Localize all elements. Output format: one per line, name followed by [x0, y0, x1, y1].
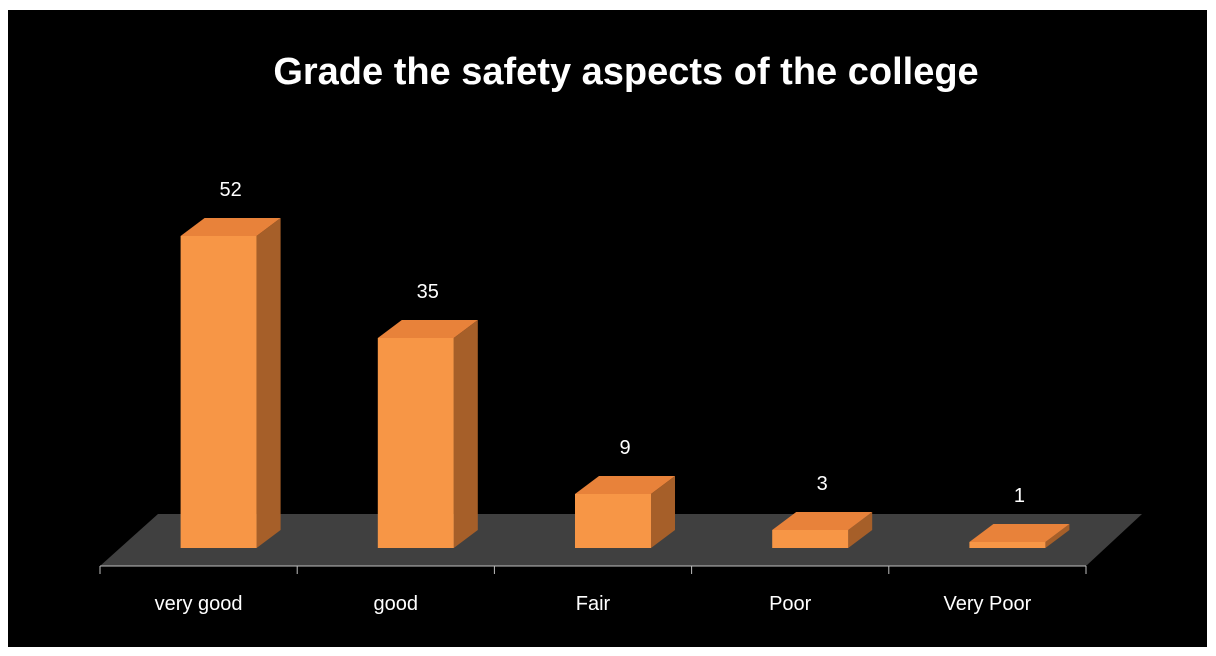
x-tick-label: good: [374, 593, 419, 615]
bar: [180, 218, 281, 548]
bar-front-face: [772, 530, 849, 548]
x-tick-label: very good: [155, 593, 243, 615]
bar-top-face: [772, 512, 873, 530]
bar: [772, 512, 873, 548]
data-label: 52: [219, 179, 241, 201]
bar-side-face: [848, 512, 873, 548]
bar-front-face: [377, 338, 454, 548]
bar-side-face: [651, 476, 675, 548]
data-label: 1: [1014, 485, 1025, 507]
bars-group: [180, 218, 1070, 548]
bar-front-face: [180, 236, 257, 548]
bar-top-face: [180, 218, 281, 236]
bar: [575, 476, 675, 548]
bar-side-face: [256, 218, 281, 548]
x-tick-label: Fair: [576, 593, 611, 615]
data-label: 3: [817, 473, 828, 495]
bar-top-face: [377, 320, 478, 338]
chart-title: Grade the safety aspects of the college: [273, 51, 978, 93]
bar-top-face: [969, 524, 1070, 542]
bar-top-face: [575, 476, 675, 494]
x-tick-label: Very Poor: [943, 593, 1031, 615]
bar-front-face: [969, 542, 1046, 548]
x-axis: [99, 565, 1087, 574]
data-labels-group: 52 35 9 3 1: [219, 179, 1024, 507]
bar: [377, 320, 478, 548]
x-tick-label: Poor: [769, 593, 812, 615]
data-label: 9: [619, 437, 630, 459]
bar: [969, 524, 1070, 548]
bar-side-face: [1045, 524, 1070, 548]
bar-front-face: [575, 494, 651, 548]
x-tick-labels-group: very good good Fair Poor Very Poor: [155, 593, 1032, 615]
data-label: 35: [417, 281, 439, 303]
bar-side-face: [453, 320, 478, 548]
